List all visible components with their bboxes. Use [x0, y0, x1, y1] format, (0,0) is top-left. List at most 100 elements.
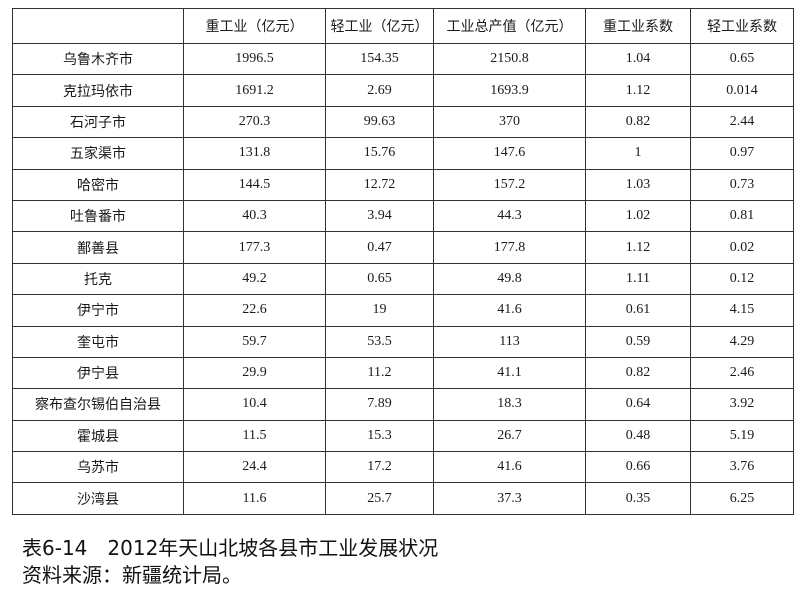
- value-cell: 157.2: [433, 168, 586, 201]
- table-row: 乌鲁木齐市 1996.5 154.35 2150.8 1.04 0.65: [12, 42, 794, 76]
- row-label: 伊宁市: [12, 294, 184, 327]
- value-cell: 4.15: [690, 294, 794, 327]
- value-cell: 144.5: [183, 168, 326, 201]
- value-cell: 0.73: [690, 168, 794, 201]
- value-cell: 1.02: [585, 199, 691, 233]
- value-cell: 1.11: [585, 262, 691, 296]
- header-cell: 重工业系数: [585, 8, 691, 44]
- value-cell: 26.7: [433, 419, 586, 453]
- value-cell: 17.2: [325, 451, 434, 484]
- row-label: 托克: [12, 262, 184, 296]
- value-cell: 0.66: [585, 451, 691, 484]
- value-cell: 113: [433, 325, 586, 358]
- value-cell: 1.03: [585, 168, 691, 201]
- row-label: 克拉玛依市: [12, 74, 184, 107]
- value-cell: 0.82: [585, 356, 691, 390]
- value-cell: 49.2: [183, 262, 326, 296]
- value-cell: 3.94: [325, 199, 434, 233]
- data-table: 重工业（亿元） 轻工业（亿元） 工业总产值（亿元） 重工业系数 轻工业系数 乌鲁木齐市 1…: [12, 8, 794, 515]
- value-cell: 37.3: [433, 482, 586, 515]
- table-row: 伊宁市 22.6 19 41.6 0.61 4.15: [12, 294, 794, 327]
- value-cell: 99.63: [325, 105, 434, 139]
- value-cell: 2.44: [690, 105, 794, 139]
- value-cell: 154.35: [325, 42, 434, 76]
- value-cell: 12.72: [325, 168, 434, 201]
- header-cell: 工业总产值（亿元）: [433, 8, 586, 44]
- value-cell: 1693.9: [433, 74, 586, 107]
- value-cell: 3.92: [690, 388, 794, 421]
- table-row: 五家渠市 131.8 15.76 147.6 1 0.97: [12, 137, 794, 170]
- value-cell: 18.3: [433, 388, 586, 421]
- value-cell: 11.5: [183, 419, 326, 453]
- value-cell: 0.48: [585, 419, 691, 453]
- value-cell: 131.8: [183, 137, 326, 170]
- value-cell: 29.9: [183, 356, 326, 390]
- value-cell: 0.64: [585, 388, 691, 421]
- value-cell: 44.3: [433, 199, 586, 233]
- value-cell: 40.3: [183, 199, 326, 233]
- source-note: 资料来源：新疆统计局。: [22, 563, 242, 587]
- table-row: 伊宁县 29.9 11.2 41.1 0.82 2.46: [12, 356, 794, 390]
- value-cell: 49.8: [433, 262, 586, 296]
- value-cell: 1.04: [585, 42, 691, 76]
- table-row: 克拉玛依市 1691.2 2.69 1693.9 1.12 0.014: [12, 74, 794, 107]
- table-row: 察布查尔锡伯自治县 10.4 7.89 18.3 0.64 3.92: [12, 388, 794, 421]
- value-cell: 41.6: [433, 451, 586, 484]
- value-cell: 1996.5: [183, 42, 326, 76]
- value-cell: 7.89: [325, 388, 434, 421]
- value-cell: 0.47: [325, 231, 434, 264]
- value-cell: 3.76: [690, 451, 794, 484]
- value-cell: 19: [325, 294, 434, 327]
- value-cell: 270.3: [183, 105, 326, 139]
- value-cell: 15.3: [325, 419, 434, 453]
- row-label: 鄯善县: [12, 231, 184, 264]
- value-cell: 2.46: [690, 356, 794, 390]
- value-cell: 1691.2: [183, 74, 326, 107]
- table-row: 霍城县 11.5 15.3 26.7 0.48 5.19: [12, 419, 794, 453]
- value-cell: 15.76: [325, 137, 434, 170]
- value-cell: 11.6: [183, 482, 326, 515]
- value-cell: 41.6: [433, 294, 586, 327]
- value-cell: 4.29: [690, 325, 794, 358]
- value-cell: 41.1: [433, 356, 586, 390]
- value-cell: 25.7: [325, 482, 434, 515]
- row-label: 乌鲁木齐市: [12, 42, 184, 76]
- value-cell: 0.35: [585, 482, 691, 515]
- header-cell: 轻工业（亿元）: [325, 8, 434, 44]
- value-cell: 0.59: [585, 325, 691, 358]
- value-cell: 10.4: [183, 388, 326, 421]
- table-row: 托克 49.2 0.65 49.8 1.11 0.12: [12, 262, 794, 296]
- value-cell: 2150.8: [433, 42, 586, 76]
- header-cell: 轻工业系数: [690, 8, 794, 44]
- value-cell: 0.82: [585, 105, 691, 139]
- header-cell: 重工业（亿元）: [183, 8, 326, 44]
- value-cell: 6.25: [690, 482, 794, 515]
- value-cell: 0.81: [690, 199, 794, 233]
- value-cell: 0.12: [690, 262, 794, 296]
- corner-cell: [12, 8, 184, 44]
- row-label: 伊宁县: [12, 356, 184, 390]
- table-row: 乌苏市 24.4 17.2 41.6 0.66 3.76: [12, 451, 794, 484]
- caption: 表6-14 2012年天山北坡各县市工业发展状况: [22, 536, 439, 560]
- value-cell: 0.014: [690, 74, 794, 107]
- value-cell: 5.19: [690, 419, 794, 453]
- row-label: 五家渠市: [12, 137, 184, 170]
- value-cell: 0.65: [325, 262, 434, 296]
- table-row: 吐鲁番市 40.3 3.94 44.3 1.02 0.81: [12, 199, 794, 233]
- row-label: 奎屯市: [12, 325, 184, 358]
- value-cell: 2.69: [325, 74, 434, 107]
- value-cell: 11.2: [325, 356, 434, 390]
- value-cell: 177.3: [183, 231, 326, 264]
- value-cell: 1: [585, 137, 691, 170]
- table-row: 沙湾县 11.6 25.7 37.3 0.35 6.25: [12, 482, 794, 515]
- table-body: 乌鲁木齐市 1996.5 154.35 2150.8 1.04 0.65 克拉玛依市 1691…: [12, 42, 794, 515]
- table-row: 鄯善县 177.3 0.47 177.8 1.12 0.02: [12, 231, 794, 264]
- value-cell: 22.6: [183, 294, 326, 327]
- row-label: 哈密市: [12, 168, 184, 201]
- row-label: 石河子市: [12, 105, 184, 139]
- value-cell: 370: [433, 105, 586, 139]
- value-cell: 1.12: [585, 231, 691, 264]
- header-row: 重工业（亿元） 轻工业（亿元） 工业总产值（亿元） 重工业系数 轻工业系数: [12, 8, 794, 44]
- value-cell: 147.6: [433, 137, 586, 170]
